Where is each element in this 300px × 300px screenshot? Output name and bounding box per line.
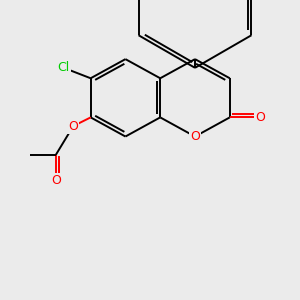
Text: O: O — [68, 120, 78, 133]
Text: O: O — [190, 130, 200, 143]
Text: O: O — [51, 174, 61, 188]
Text: Cl: Cl — [58, 61, 70, 74]
Text: O: O — [255, 111, 265, 124]
